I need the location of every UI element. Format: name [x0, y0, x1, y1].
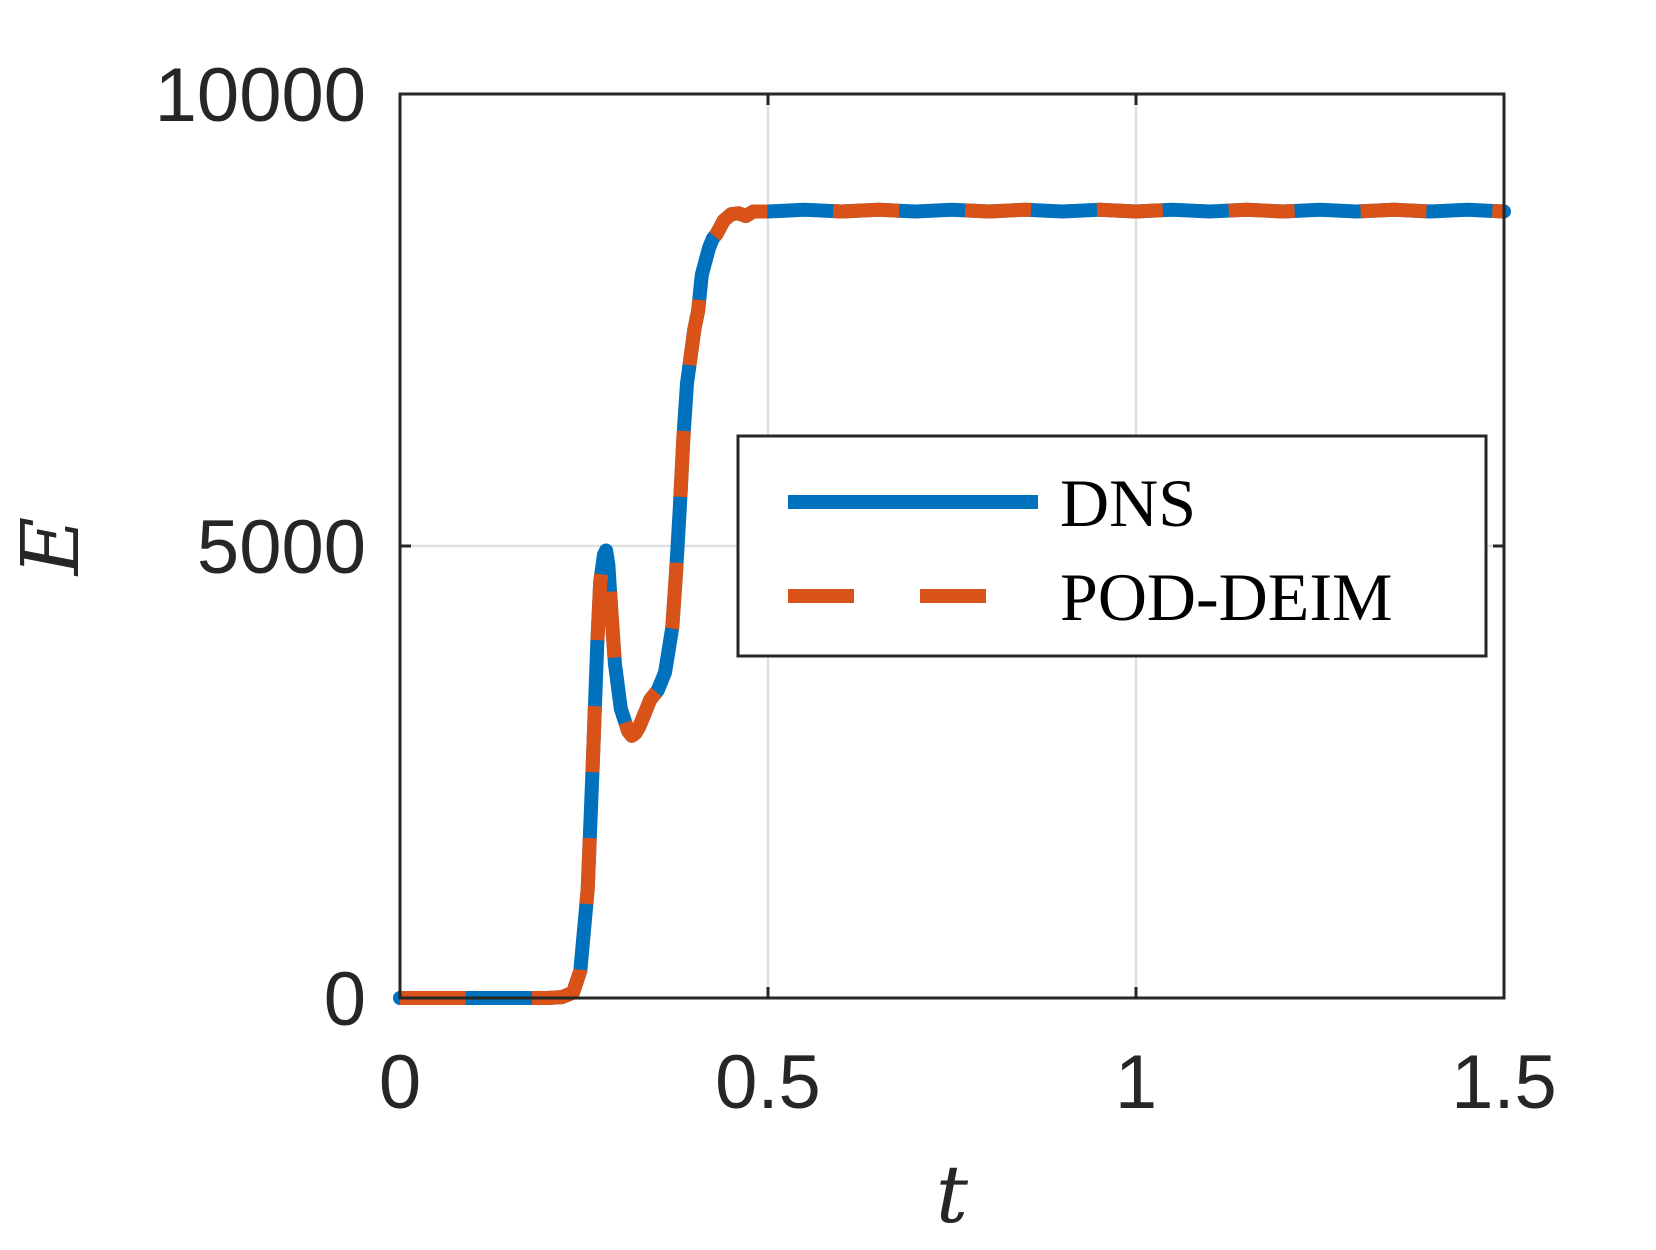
- x-tick-label: 1.5: [1451, 1040, 1557, 1125]
- x-tick-label: 1: [1115, 1040, 1157, 1125]
- series-line-pod-deim: [400, 202, 1505, 1005]
- y-tick-label: 0: [324, 957, 366, 1042]
- y-tick-label: 5000: [197, 505, 366, 590]
- x-tick-label: 0.5: [715, 1040, 821, 1125]
- legend-label-dns: DNS: [1060, 465, 1196, 541]
- tick-labels: 0 0.5 1 1.5 0 5000 10000: [155, 53, 1557, 1125]
- x-axis-label: t: [936, 1148, 969, 1241]
- legend-label-pod-deim: POD-DEIM: [1060, 559, 1392, 635]
- y-tick-label: 10000: [155, 53, 366, 138]
- y-axis-label: E: [4, 517, 97, 577]
- x-tick-label: 0: [379, 1040, 421, 1125]
- plot-lines: [393, 202, 1511, 1005]
- ticks: [398, 92, 1506, 1000]
- legend: DNS POD-DEIM: [736, 434, 1488, 658]
- legend-box: [736, 434, 1488, 658]
